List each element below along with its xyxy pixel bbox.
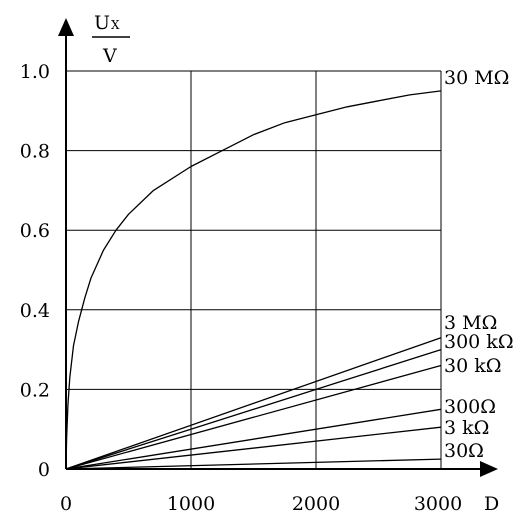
x-tick-label: 3000	[414, 493, 462, 515]
x-tick-label: 0	[60, 493, 72, 515]
series-label: 3 MΩ	[444, 312, 497, 334]
series-line	[65, 337, 442, 470]
y-axis-arrow	[58, 18, 74, 36]
y-tick-label: 0.6	[20, 220, 50, 242]
y-tick-label: 0.4	[20, 300, 50, 322]
y-tick-label: 0	[38, 459, 50, 481]
series-line	[65, 408, 442, 470]
series-label: 30Ω	[444, 440, 484, 462]
y-axis-title-denominator: V	[102, 45, 117, 67]
y-axis-title-numerator: UX	[94, 12, 120, 34]
x-axis-arrow	[480, 461, 498, 477]
series-line	[65, 364, 442, 470]
y-tick-label: 0.8	[20, 141, 50, 163]
series-label: 3 kΩ	[444, 417, 489, 439]
series-lines	[65, 90, 442, 470]
series-line	[65, 458, 442, 470]
axes	[58, 18, 498, 477]
series-label: 300Ω	[444, 396, 496, 418]
y-tick-label: 1.0	[20, 61, 50, 83]
x-axis-title: D	[484, 493, 499, 515]
x-tick-label: 2000	[292, 493, 340, 515]
series-label: 300 kΩ	[444, 331, 514, 353]
series-line	[65, 426, 442, 470]
gridlines	[66, 70, 442, 469]
series-label: 30 MΩ	[444, 67, 509, 89]
y-axis-title-subscript: X	[111, 18, 120, 32]
series-line	[65, 348, 442, 470]
y-tick-label: 0.2	[20, 379, 50, 401]
series-label: 30 kΩ	[444, 355, 501, 377]
y-axis-title: UX V	[92, 12, 130, 67]
x-tick-label: 1000	[167, 493, 215, 515]
tick-labels: 0 1000 2000 3000 0 0.2 0.4 0.6 0.8 1.0	[20, 61, 462, 515]
series-line	[65, 90, 442, 470]
